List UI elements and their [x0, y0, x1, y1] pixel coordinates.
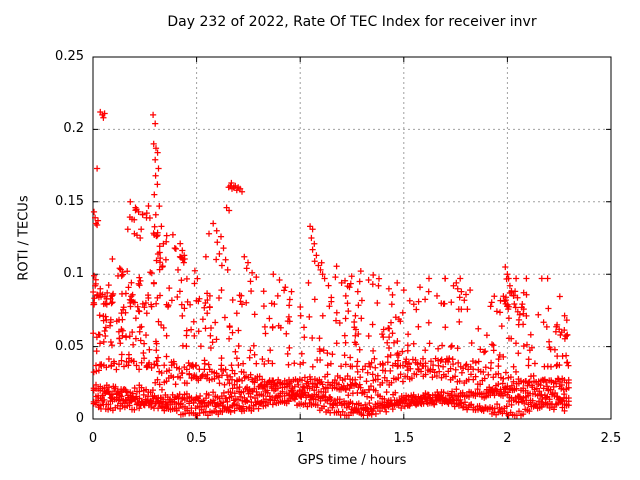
y-tick-label: 0.15 [55, 193, 84, 209]
x-tick-label: 2 [503, 431, 512, 446]
plot-border [92, 56, 612, 420]
x-tick-label: 1 [296, 431, 305, 446]
y-tick-label: 0.05 [55, 338, 84, 354]
y-tick-label: 0.1 [63, 266, 84, 282]
y-tick-label: 0.2 [63, 121, 84, 137]
x-tick-label: 2.5 [600, 431, 622, 446]
y-tick-label: 0 [75, 411, 84, 426]
x-axis-label: GPS time / hours [297, 453, 407, 468]
x-tick-label: 1.5 [393, 431, 415, 446]
x-tick-label: 0.5 [186, 431, 207, 446]
chart-title: Day 232 of 2022, Rate Of TEC Index for r… [167, 14, 537, 30]
y-tick-label: 0.25 [55, 49, 84, 64]
x-tick-label: 0 [88, 431, 98, 446]
grid-lines [93, 57, 611, 419]
scatter-points [90, 108, 572, 419]
